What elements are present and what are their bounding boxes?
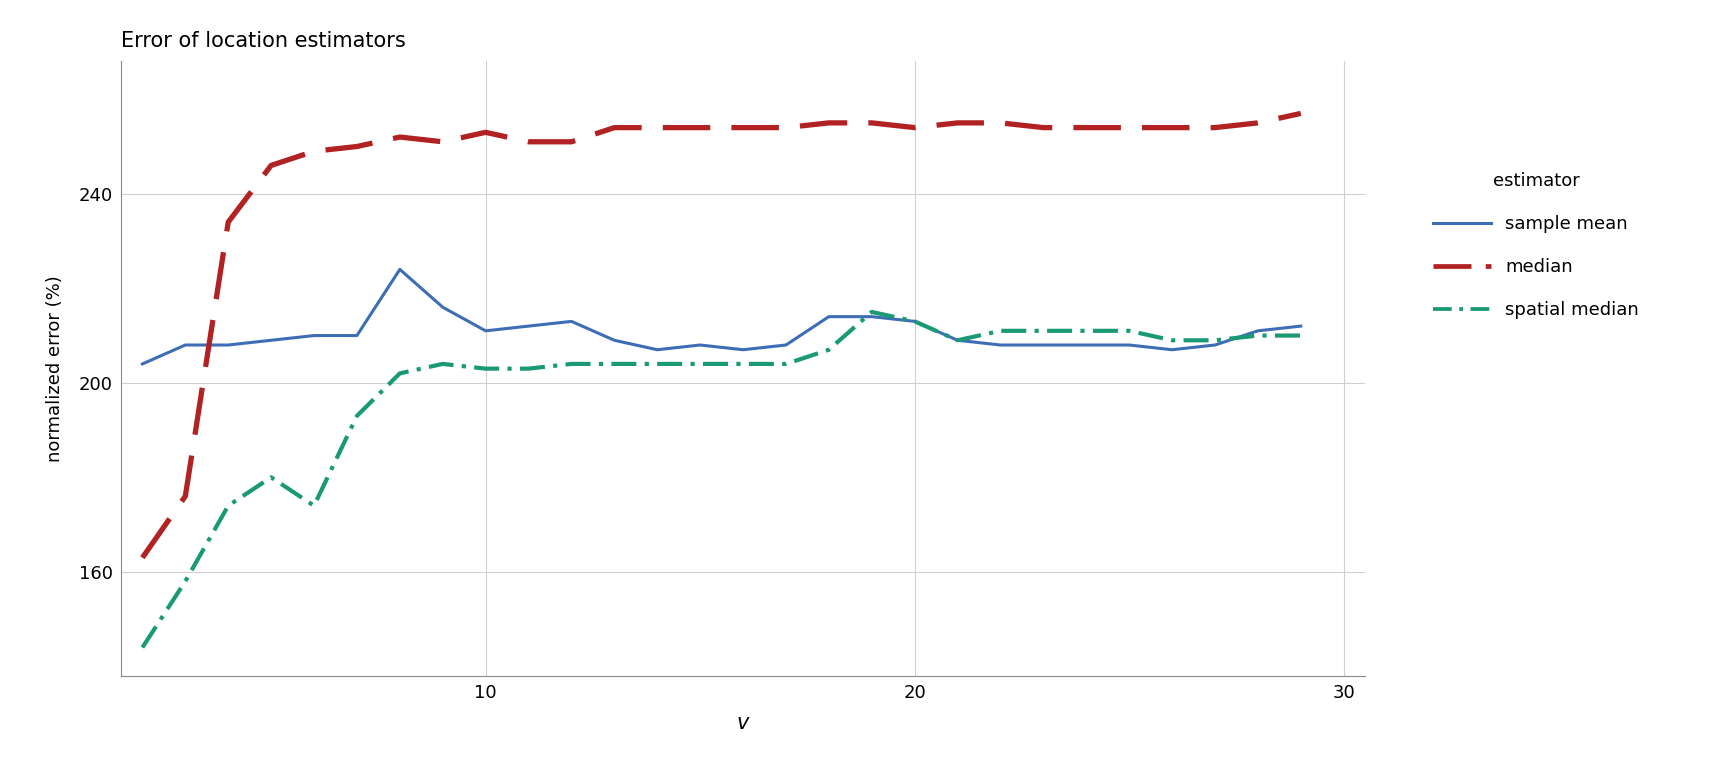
Legend: sample mean, median, spatial median: sample mean, median, spatial median [1424,163,1649,329]
X-axis label: v: v [736,713,750,733]
Text: Error of location estimators: Error of location estimators [121,31,406,51]
Y-axis label: normalized error (%): normalized error (%) [47,275,64,462]
